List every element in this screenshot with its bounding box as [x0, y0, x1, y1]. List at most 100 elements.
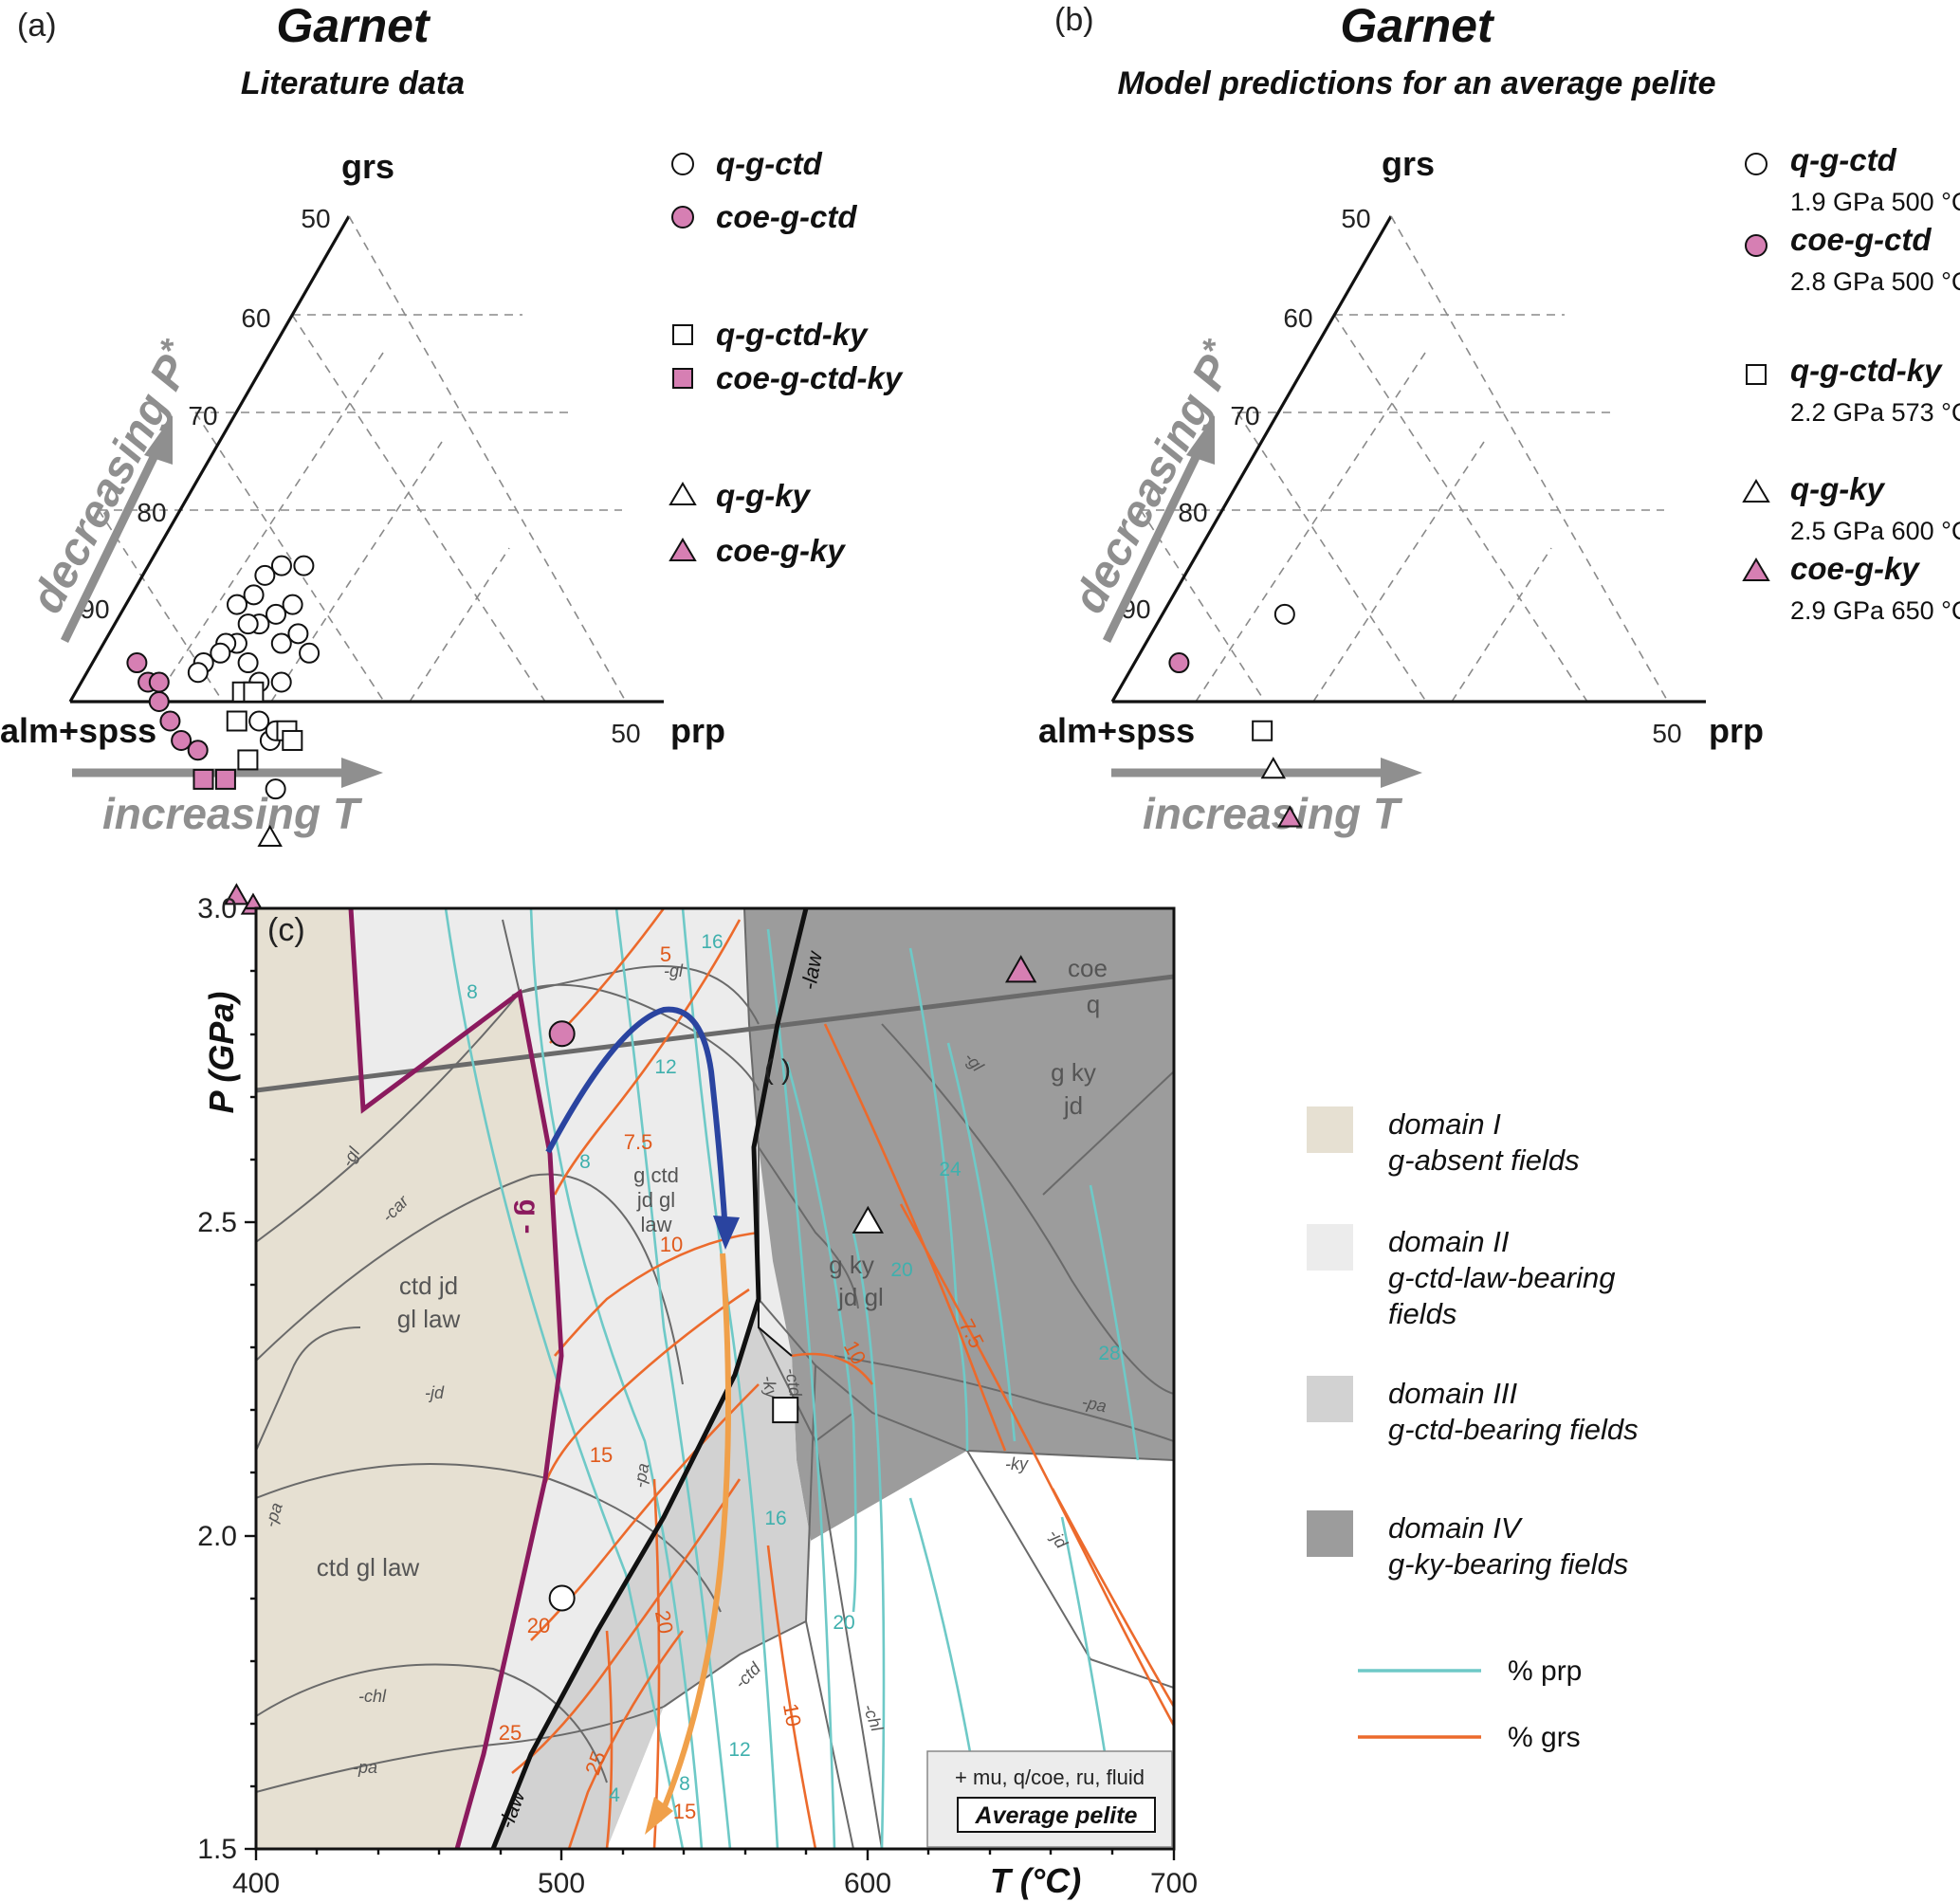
p-arrow-b-text: decreasing P	[1064, 347, 1242, 622]
pt-frame	[254, 906, 1176, 1851]
point-a-q-g-ctd-1	[270, 555, 292, 576]
point-c-q-g-ctd-ky	[772, 1397, 799, 1424]
tick-80-b: 80	[1178, 498, 1207, 527]
ternary-b-points	[1168, 603, 1303, 828]
domain4-name: domain IV	[1388, 1511, 1524, 1545]
y-tick-3-0: 3.0	[197, 893, 237, 924]
domain4-desc: g-ky-bearing fields	[1388, 1547, 1628, 1581]
tick-right-a: 50	[611, 719, 640, 748]
point-b-q-g-ctd-ky-0	[1252, 720, 1273, 741]
legend-a-sym-q-g-ctd-ky	[672, 324, 693, 345]
tick-70-a: 70	[188, 401, 217, 430]
point-a-q-g-ky-0	[257, 824, 283, 847]
rxn-pa-3: -pa	[353, 1758, 377, 1777]
apex-alm-b: alm+spss	[1038, 711, 1195, 750]
p-arrow-a-text: decreasing P	[22, 347, 200, 622]
pt-path-retrograde	[656, 1253, 732, 1822]
legend-b-sym-coe-g-ky	[1742, 558, 1770, 581]
legend-a-sym-coe-g-ctd	[671, 206, 694, 229]
panel-a-label: (a)	[17, 8, 57, 44]
legend-a-label-q-g-ctd-ky: q-g-ctd-ky	[716, 317, 869, 352]
prp-label-8c: 8	[679, 1773, 690, 1795]
point-a-q-g-ctd-23	[265, 778, 286, 800]
point-a-q-g-ctd-9	[237, 613, 259, 635]
field-q: q	[1087, 990, 1100, 1018]
prp-label-8b: 8	[579, 1151, 591, 1173]
point-b-q-g-ky-0	[1260, 757, 1287, 779]
ternary-a-right-edge	[348, 215, 627, 703]
prp-number-labels: 4 8 8 8 12 12 16 16 20 20 24 28	[467, 931, 1121, 1806]
field-labels: ctd jd gl law ctd gl law g ctd jd gl law…	[317, 954, 1108, 1582]
pt-ticks	[245, 906, 1176, 1860]
point-a-coe-g-ctd-6	[187, 740, 209, 761]
point-a-q-g-ctd-21	[299, 642, 321, 664]
field-g-ky-jd-2: jd	[1063, 1091, 1083, 1120]
prp-label-16a: 16	[701, 931, 723, 953]
g-out-label: g -	[513, 1199, 544, 1234]
legend-a-label-coe-g-ctd: coe-g-ctd	[716, 199, 857, 234]
field-g-ky-jd-gl-2: jd gl	[837, 1283, 884, 1311]
legend-b-cond-coe-g-ctd: 2.8 GPa 500 °C	[1790, 267, 1960, 296]
ternary-b-grid	[1140, 314, 1664, 703]
legend-b-sym-q-g-ky	[1742, 479, 1770, 503]
point-a-q-g-ctd-2	[282, 594, 303, 615]
t-arrow-b: increasing T	[1111, 758, 1422, 838]
grs-label-15b: 15	[673, 1800, 696, 1823]
legend-b: q-g-ctd 1.9 GPa 500 °C coe-g-ctd 2.8 GPa…	[1742, 142, 1960, 625]
t-arrow-a-text: increasing T	[102, 789, 363, 838]
pseudosection	[256, 908, 1174, 1849]
point-a-coe-g-ctd-4	[159, 710, 181, 732]
pt-tick-labels: 400 500 600 700 1.5 2.0 2.5 3.0	[197, 893, 1198, 1899]
point-a-coe-g-ctd-0	[126, 652, 148, 674]
field-ctd-jd-2: gl law	[397, 1305, 461, 1333]
prp-label-20b: 20	[833, 1612, 854, 1634]
x-tick-400: 400	[232, 1868, 280, 1899]
apex-prp-b: prp	[1709, 711, 1764, 750]
law-out-line-2	[758, 1299, 793, 1357]
y-tick-2-5: 2.5	[197, 1207, 237, 1238]
point-a-coe-g-ky-0	[224, 883, 249, 905]
domain3-swatch	[1307, 1376, 1353, 1422]
point-a-q-g-ctd-6	[243, 584, 265, 606]
field-g-ctd-2: jd gl	[636, 1188, 675, 1212]
panel-b-subtitle: Model predictions for an average pelite	[1117, 65, 1715, 101]
white-field	[806, 1451, 1174, 1849]
prp-label-8a: 8	[467, 981, 478, 1003]
legend-b-cond-q-g-ctd: 1.9 GPa 500 °C	[1790, 188, 1960, 216]
tick-60-b: 60	[1283, 303, 1312, 333]
legend-b-cond-q-g-ky: 2.5 GPa 600 °C	[1790, 517, 1960, 545]
legend-b-cond-q-g-ctd-ky: 2.2 GPa 573 °C	[1790, 398, 1960, 427]
field-g-ctd-3: law	[640, 1213, 671, 1236]
point-a-q-g-ctd-ky-2	[226, 710, 247, 732]
legend-b-label-coe-g-ctd: coe-g-ctd	[1790, 222, 1932, 257]
point-a-q-g-ctd-ky-3	[243, 681, 265, 703]
apex-prp-a: prp	[670, 711, 725, 750]
point-c-coe-g-ky	[1004, 955, 1037, 983]
point-c-coe-g-ctd	[548, 1020, 576, 1048]
tick-right-b: 50	[1652, 719, 1681, 748]
rxn-gl-2: -gl	[664, 961, 684, 980]
y-tick-2-0: 2.0	[197, 1521, 237, 1552]
rxn-jd-1: -jd	[425, 1383, 445, 1402]
prp-label-20a: 20	[890, 1259, 912, 1281]
point-c-q-g-ctd	[548, 1584, 576, 1612]
point-a-q-g-ctd-0	[293, 555, 315, 576]
point-a-coe-g-ctd-ky-0	[192, 768, 214, 790]
svg-text:decreasing P*: decreasing P*	[18, 332, 207, 621]
legend-b-label-q-g-ctd: q-g-ctd	[1790, 142, 1897, 177]
tick-80-a: 80	[137, 498, 166, 527]
prp-label-4: 4	[609, 1784, 620, 1806]
field-bracket: ( )	[764, 1054, 791, 1086]
point-a-q-g-ctd-13	[237, 652, 259, 674]
field-ctd-gl-law: ctd gl law	[317, 1553, 420, 1582]
pt-path-prograde-head	[713, 1216, 740, 1250]
ternary-b-axes	[1110, 215, 1706, 704]
domain1-name: domain I	[1388, 1107, 1501, 1141]
domain4-swatch	[1307, 1510, 1353, 1557]
point-a-q-g-ctd-17	[210, 642, 231, 664]
ternary-b-right-edge	[1390, 215, 1669, 703]
legend-b-cond-coe-g-ky: 2.9 GPa 650 °C	[1790, 596, 1960, 625]
legend-a: q-g-ctd coe-g-ctd q-g-ctd-ky coe-g-ctd-k…	[669, 146, 904, 568]
x-tick-500: 500	[538, 1868, 585, 1899]
